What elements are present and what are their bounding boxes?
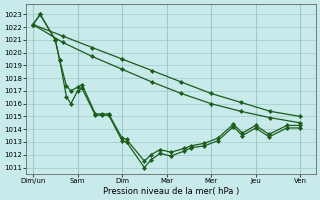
X-axis label: Pression niveau de la mer( hPa ): Pression niveau de la mer( hPa ) — [103, 187, 239, 196]
